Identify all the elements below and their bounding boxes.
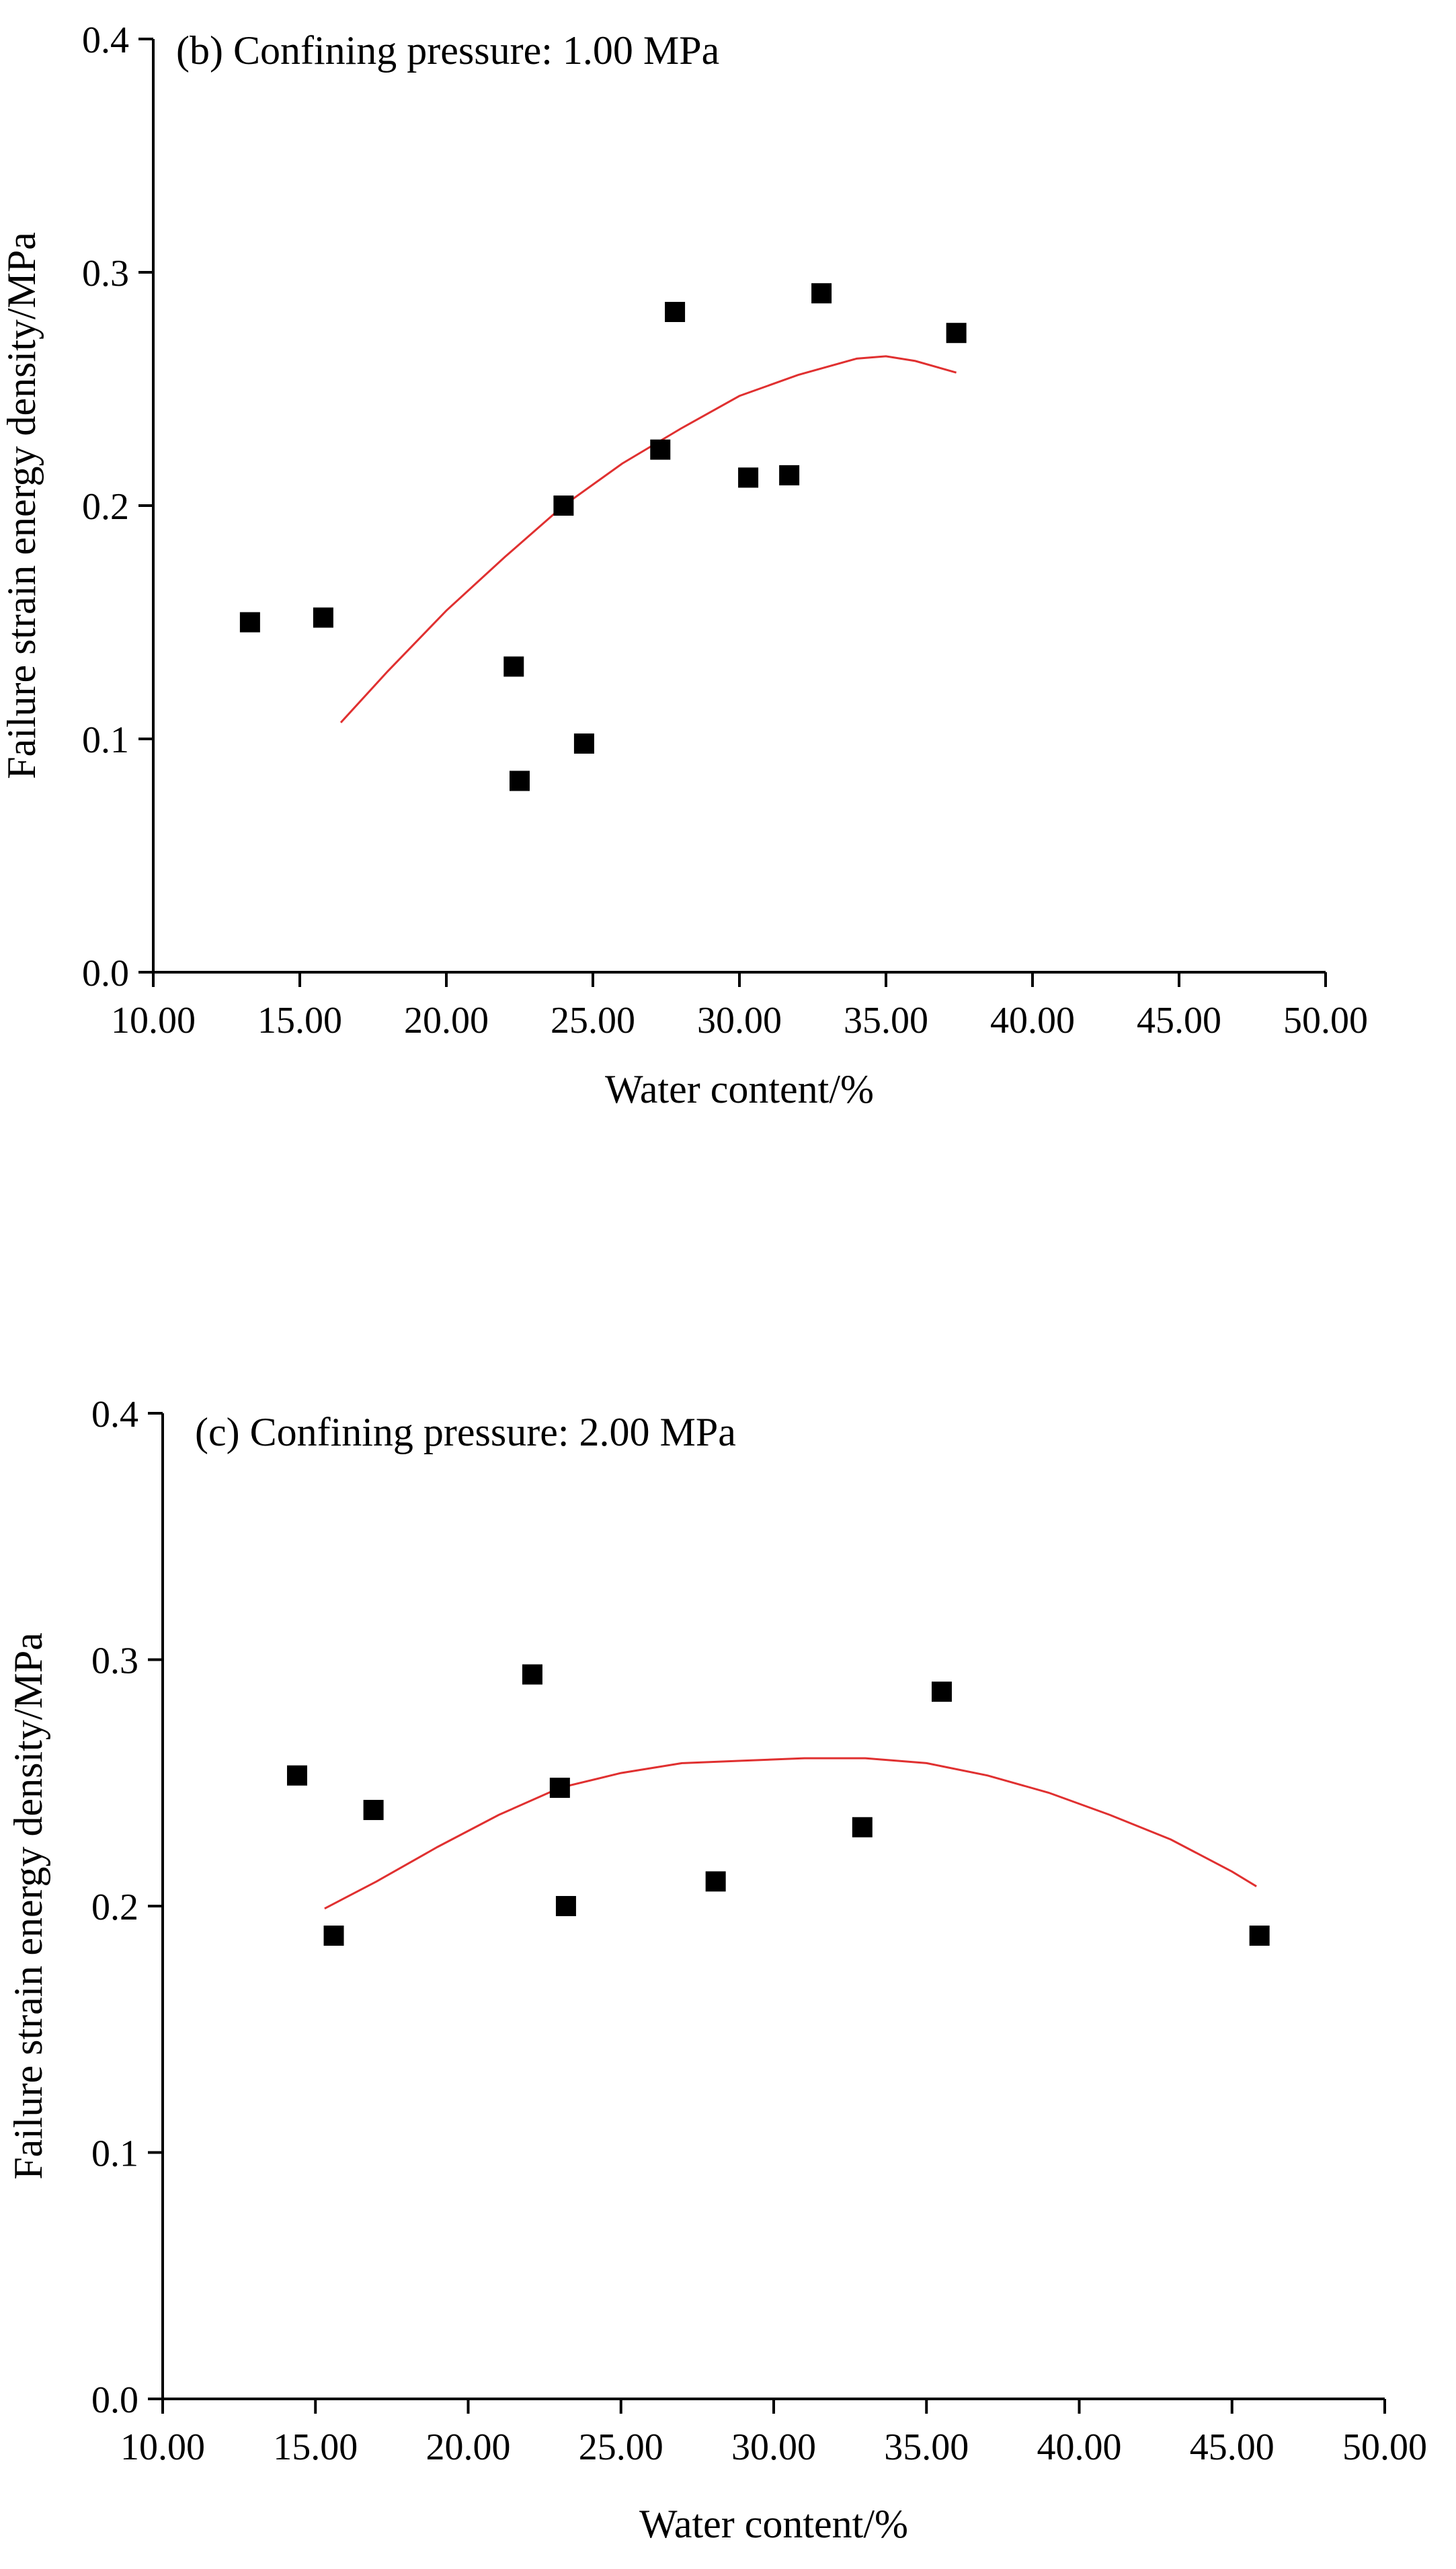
chart-b-data-point	[738, 467, 759, 488]
chart-c-y-axis-label: Failure strain energy density/MPa	[6, 1632, 50, 2180]
chart-c-x-tick-label: 50.00	[1342, 2426, 1427, 2468]
chart-b-x-tick-label: 50.00	[1283, 1000, 1368, 1041]
chart-c-data-point	[931, 1682, 952, 1702]
chart-b-x-tick-label: 45.00	[1137, 1000, 1221, 1041]
chart-b-data-point	[665, 301, 686, 322]
chart-c-data-point	[286, 1765, 307, 1786]
chart-b-y-tick-label: 0.3	[82, 253, 129, 294]
chart-b-x-tick-label: 30.00	[697, 1000, 782, 1041]
chart-b-data-point	[946, 323, 967, 344]
chart-b-y-tick-label: 0.1	[82, 719, 129, 761]
chart-b-svg: 10.00 15.00 20.00 25.00 30.00 35.00 40.00 45.00…	[0, 19, 1368, 1111]
chart-b-data-point	[650, 439, 671, 460]
chart-c-x-tick-label: 15.00	[273, 2426, 358, 2468]
chart-b-x-tick-label: 10.00	[111, 1000, 196, 1041]
chart-c-data-point	[363, 1800, 384, 1821]
chart-b-x-tick-label: 15.00	[257, 1000, 342, 1041]
chart-b-title: (b) Confining pressure: 1.00 MPa	[176, 28, 719, 73]
chart-b-data-point	[553, 496, 574, 516]
chart-c-x-axis-label: Water content/%	[639, 2502, 908, 2546]
chart-panel-b: 10.00 15.00 20.00 25.00 30.00 35.00 40.00 45.00…	[0, 0, 1456, 1283]
chart-c-y-tick-label: 0.2	[91, 1887, 138, 1928]
chart-c-y-tick-label: 0.1	[91, 2133, 138, 2175]
chart-b-data-point	[811, 283, 832, 304]
chart-b-data-point	[510, 770, 530, 791]
chart-c-fit-line	[324, 1757, 1257, 1910]
chart-c-y-tick-label: 0.0	[91, 2379, 138, 2421]
chart-c-data-point	[705, 1871, 726, 1892]
chart-c-svg: 10.00 15.00 20.00 25.00 30.00 35.00 40.00 45.00…	[6, 1394, 1427, 2546]
chart-c-data-point	[323, 1925, 344, 1946]
chart-c-x-tick-label: 45.00	[1190, 2426, 1275, 2468]
chart-c-x-tick-label: 10.00	[120, 2426, 205, 2468]
chart-c-data-point	[522, 1664, 542, 1685]
chart-b-x-tick-label: 35.00	[844, 1000, 928, 1041]
chart-b-x-axis-label: Water content/%	[605, 1067, 874, 1111]
chart-b-y-tick-label: 0.2	[82, 486, 129, 528]
chart-c-x-tick-label: 20.00	[426, 2426, 511, 2468]
chart-c-y-tick-label: 0.3	[91, 1641, 138, 1682]
chart-c-x-tick-label: 35.00	[884, 2426, 969, 2468]
chart-c-data-point	[549, 1778, 570, 1799]
chart-b-fit-line	[339, 355, 957, 723]
chart-b-data-point	[239, 612, 260, 633]
chart-b-data-point	[503, 656, 524, 677]
chart-c-data-point	[555, 1896, 576, 1916]
chart-b-y-tick-label: 0.4	[82, 19, 129, 61]
chart-b-x-tick-label: 25.00	[551, 1000, 635, 1041]
chart-b-data-point	[313, 607, 333, 628]
chart-c-x-tick-label: 25.00	[579, 2426, 663, 2468]
chart-b-data-point	[779, 465, 800, 485]
chart-c-x-tick-label: 30.00	[731, 2426, 816, 2468]
chart-panel-c: 10.00 15.00 20.00 25.00 30.00 35.00 40.00 45.00…	[0, 1283, 1456, 2566]
chart-b-data-point	[573, 733, 594, 754]
chart-c-data-point	[1249, 1925, 1270, 1946]
chart-c-x-tick-label: 40.00	[1037, 2426, 1122, 2468]
chart-b-x-tick-label: 40.00	[990, 1000, 1075, 1041]
chart-b-y-axis-label: Failure strain energy density/MPa	[0, 232, 44, 779]
chart-c-title: (c) Confining pressure: 2.00 MPa	[195, 1410, 736, 1454]
chart-b-y-tick-label: 0.0	[82, 953, 129, 994]
chart-b-x-tick-label: 20.00	[404, 1000, 489, 1041]
chart-c-data-point	[852, 1817, 873, 1837]
chart-c-y-tick-label: 0.4	[91, 1394, 138, 1435]
